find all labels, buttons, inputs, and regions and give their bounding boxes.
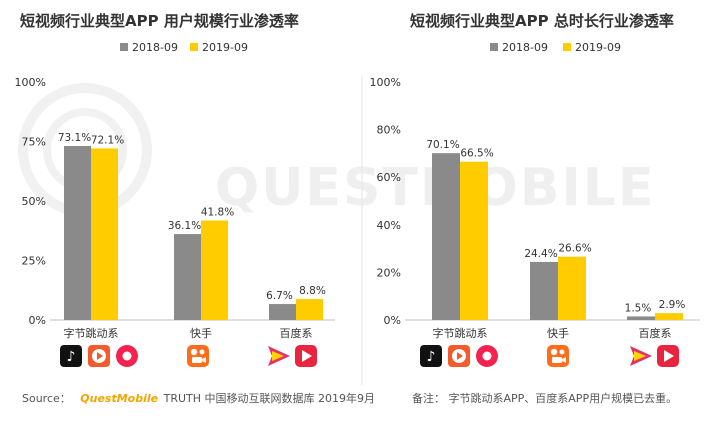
category-label: 百度系 bbox=[639, 326, 672, 340]
data-label: 24.4% bbox=[524, 248, 557, 260]
legend-swatch-2018 bbox=[490, 43, 498, 51]
y-axis-ticks: 0% 25% 50% 75% 100% bbox=[15, 76, 46, 327]
bar-2019-09-快手[interactable] bbox=[201, 220, 228, 320]
bar-2018-09-快手[interactable] bbox=[530, 261, 558, 320]
y-tick-label: 100% bbox=[370, 76, 401, 89]
bar-2018-09-快手[interactable] bbox=[174, 234, 201, 320]
y-tick-label: 0% bbox=[384, 314, 401, 327]
source-label-text: Source： bbox=[22, 392, 71, 405]
y-tick-label: 25% bbox=[22, 255, 46, 268]
legend[interactable]: 2018-09 2019-09 bbox=[490, 41, 621, 54]
source-brand: QuestMobile bbox=[80, 392, 158, 405]
chart-duration-penetration: 短视频行业典型APP 总时长行业渗透率 2018-09 2019-09 0% 20… bbox=[370, 12, 700, 367]
svg-text:♪: ♪ bbox=[67, 349, 76, 365]
legend-swatch-2019 bbox=[190, 43, 198, 51]
douyin-icon bbox=[60, 345, 82, 367]
source-label: Source： QuestMobile TRUTH 中国移动互联网数据库 201… bbox=[22, 391, 375, 405]
data-label: 8.8% bbox=[299, 285, 326, 297]
legend-swatch-2018 bbox=[120, 43, 128, 51]
category-labels: 字节跳动系 快手 百度系 bbox=[64, 326, 313, 340]
category-label: 快手 bbox=[190, 326, 212, 340]
data-label: 72.1% bbox=[91, 134, 124, 146]
category-label: 百度系 bbox=[280, 326, 313, 340]
legend[interactable]: 2018-09 2019-09 bbox=[120, 41, 248, 54]
data-label: 41.8% bbox=[201, 207, 234, 219]
douyin-icon bbox=[420, 345, 442, 367]
app-icons-baidu bbox=[268, 345, 317, 367]
bar-2019-09-字节跳动系[interactable] bbox=[460, 161, 488, 320]
bar-2019-09-字节跳动系[interactable] bbox=[91, 148, 118, 320]
legend-label-2019: 2019-09 bbox=[575, 41, 621, 54]
chart-user-penetration: 短视频行业典型APP 用户规模行业渗透率 2018-09 2019-09 0% 2… bbox=[15, 12, 335, 367]
bar-2019-09-百度系[interactable] bbox=[655, 313, 683, 320]
data-label: 1.5% bbox=[625, 302, 652, 314]
category-label: 快手 bbox=[547, 326, 569, 340]
y-tick-label: 0% bbox=[29, 314, 46, 327]
kuaishou-icon bbox=[187, 345, 209, 367]
chart-title: 短视频行业典型APP 用户规模行业渗透率 bbox=[20, 12, 299, 30]
bar-2019-09-快手[interactable] bbox=[558, 256, 586, 320]
data-label: 2.9% bbox=[659, 299, 686, 311]
category-labels: 字节跳动系 快手 百度系 bbox=[433, 326, 672, 340]
footnote: 备注： 字节跳动系APP、百度系APP用户规模已去重。 bbox=[412, 391, 677, 405]
y-tick-label: 60% bbox=[377, 171, 401, 184]
data-label: 6.7% bbox=[266, 290, 293, 302]
legend-label-2018: 2018-09 bbox=[502, 41, 548, 54]
category-label: 字节跳动系 bbox=[64, 326, 119, 340]
app-icons-bytedance: ♪ bbox=[60, 345, 138, 367]
y-axis-ticks: 0% 20% 40% 60% 80% 100% bbox=[370, 76, 401, 327]
app-icons-baidu bbox=[630, 345, 679, 367]
app-icons-kuaishou bbox=[187, 345, 209, 367]
bars: 70.1%66.5% 24.4% 26.6% 1.5% 2.9% bbox=[426, 139, 685, 320]
source-text: TRUTH 中国移动互联网数据库 2019年9月 bbox=[163, 391, 375, 405]
data-label: 73.1% bbox=[58, 132, 91, 144]
bar-2018-09-字节跳动系[interactable] bbox=[64, 146, 91, 320]
data-label: 70.1% bbox=[426, 139, 459, 151]
bar-2018-09-百度系[interactable] bbox=[269, 304, 296, 320]
svg-text:♪: ♪ bbox=[427, 349, 436, 365]
y-tick-label: 20% bbox=[377, 266, 401, 279]
footer: Source： QuestMobile TRUTH 中国移动互联网数据库 201… bbox=[22, 391, 677, 405]
app-icons-kuaishou bbox=[547, 345, 569, 367]
bar-2018-09-百度系[interactable] bbox=[627, 316, 655, 320]
data-label: 36.1% bbox=[168, 220, 201, 232]
category-label: 字节跳动系 bbox=[433, 326, 488, 340]
legend-swatch-2019 bbox=[563, 43, 571, 51]
bar-2019-09-百度系[interactable] bbox=[296, 299, 323, 320]
data-label: 66.5% bbox=[460, 148, 493, 160]
y-tick-label: 100% bbox=[15, 76, 46, 89]
legend-label-2019: 2019-09 bbox=[202, 41, 248, 54]
data-label: 26.6% bbox=[558, 243, 591, 255]
y-tick-label: 50% bbox=[22, 195, 46, 208]
app-icons-bytedance: ♪ bbox=[420, 345, 498, 367]
legend-label-2018: 2018-09 bbox=[132, 41, 178, 54]
bar-2018-09-字节跳动系[interactable] bbox=[432, 153, 460, 320]
kuaishou-icon bbox=[547, 345, 569, 367]
bars: 73.1% 72.1% 36.1%41.8% 6.7% 8.8% bbox=[58, 132, 326, 320]
chart-title: 短视频行业典型APP 总时长行业渗透率 bbox=[410, 12, 674, 30]
y-tick-label: 40% bbox=[377, 219, 401, 232]
y-tick-label: 75% bbox=[22, 136, 46, 149]
y-tick-label: 80% bbox=[377, 124, 401, 137]
